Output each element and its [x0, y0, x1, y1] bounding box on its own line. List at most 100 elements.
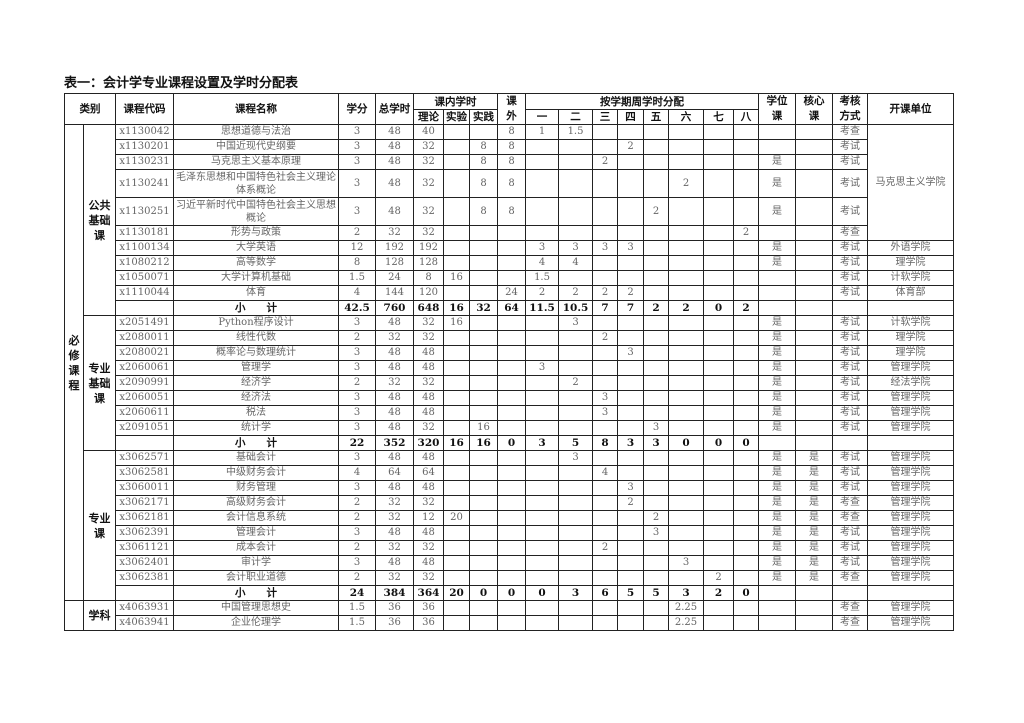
semester-6-hours: [668, 255, 705, 271]
lab-hours: [443, 420, 470, 436]
offering-unit: 理学院: [867, 330, 954, 346]
semester-8-hours: [733, 615, 760, 631]
exam-type: 考试: [832, 525, 869, 541]
degree-course: 是: [758, 540, 797, 556]
offering-unit: 管理学院: [867, 405, 954, 421]
semester-7-hours: [703, 240, 735, 256]
offering-unit: 马克思主义学院: [867, 124, 954, 241]
extra-hours: [497, 345, 527, 361]
semester-4-hours: [617, 315, 645, 331]
subtotal-row: 小 计 22 352 320 16 16 0 3 5 8 3 3 0 0 0: [65, 435, 954, 451]
semester-2-hours: [558, 480, 594, 496]
semester-1-hours: [525, 570, 560, 586]
theory-hours: 120: [413, 285, 444, 301]
semester-5-hours: [643, 555, 670, 571]
semester-5-hours: [643, 495, 670, 511]
semester-7-hours: [703, 330, 735, 346]
semester-2-hours: 3: [558, 240, 594, 256]
theory-hours: 32: [413, 169, 444, 198]
course-name: 形势与政策: [173, 225, 339, 241]
core-course: 是: [795, 540, 834, 556]
semester-8-hours: [733, 390, 760, 406]
exam-type: 考试: [832, 270, 869, 286]
category-group: 专业课: [83, 450, 116, 601]
course-name: 毛泽东思想和中国特色社会主义理论体系概论: [173, 169, 339, 198]
theory-hours: 48: [413, 390, 444, 406]
lab-hours: [443, 197, 470, 226]
practice-hours: [468, 285, 499, 301]
semester-2-hours: [558, 390, 594, 406]
degree-course: 是: [758, 495, 797, 511]
lab-hours: [443, 450, 470, 466]
degree-course: [758, 285, 797, 301]
semester-2-hours: [558, 540, 594, 556]
exam-type: 考试: [832, 405, 869, 421]
semester-2-hours: 2: [558, 375, 594, 391]
degree-course: 是: [758, 450, 797, 466]
lab-hours: 16: [443, 270, 470, 286]
semester-5-hours: 2: [643, 197, 670, 226]
semester-8-hours: [733, 169, 760, 198]
table-row: 专业基础课 x2051491 Python程序设计 3 48 32 16 3 是考试 计软学院: [65, 315, 954, 451]
semester-3-hours: [592, 255, 619, 271]
practice-hours: [468, 405, 499, 421]
semester-2-hours: [558, 600, 594, 616]
semester-7-hours: [703, 495, 735, 511]
semester-1-hours: 3: [525, 240, 560, 256]
exam-type: 考试: [832, 139, 869, 155]
course-name: 成本会计: [173, 540, 339, 556]
semester-6-hours: [668, 315, 705, 331]
semester-1-hours: [525, 139, 560, 155]
core-course: [795, 139, 834, 155]
semester-4-hours: [617, 225, 645, 241]
semester-8-hours: [733, 360, 760, 376]
degree-course: 是: [758, 480, 797, 496]
semester-5-hours: [643, 154, 670, 170]
course-name: 中国管理思想史: [173, 600, 339, 616]
semester-6-hours: [668, 450, 705, 466]
credit: 3: [338, 154, 376, 170]
extra-hours: 8: [497, 197, 527, 226]
exam-type: 考试: [832, 345, 869, 361]
theory-hours: 36: [413, 615, 444, 631]
semester-2-hours: [558, 405, 594, 421]
empty-cell: [795, 300, 834, 316]
subtotal-label: 小 计: [173, 585, 339, 601]
subtotal-total: 352: [375, 435, 414, 451]
course-name: 财务管理: [173, 480, 339, 496]
degree-course: 是: [758, 255, 797, 271]
course-code: x3062581: [115, 465, 174, 481]
theory-hours: 32: [413, 315, 444, 331]
header-semester-6: 六: [668, 109, 705, 125]
semester-7-hours: [703, 124, 735, 140]
header-unit: 开课单位: [867, 93, 954, 125]
semester-2-hours: 4: [558, 255, 594, 271]
course-code: x2051491: [115, 315, 174, 331]
degree-course: [758, 600, 797, 616]
semester-4-hours: [617, 124, 645, 140]
course-code: x3061121: [115, 540, 174, 556]
credit: 2: [338, 510, 376, 526]
extra-hours: 8: [497, 154, 527, 170]
semester-4-hours: [617, 450, 645, 466]
credit: 2: [338, 375, 376, 391]
empty-cell: [867, 585, 954, 601]
lab-hours: [443, 154, 470, 170]
semester-2-hours: [558, 139, 594, 155]
course-code: x2060061: [115, 360, 174, 376]
semester-6-hours: [668, 540, 705, 556]
subtotal-semester-8: 0: [733, 435, 760, 451]
course-name: 体育: [173, 285, 339, 301]
semester-7-hours: [703, 375, 735, 391]
semester-8-hours: [733, 450, 760, 466]
semester-7-hours: [703, 225, 735, 241]
exam-type: 考试: [832, 390, 869, 406]
semester-6-hours: [668, 390, 705, 406]
theory-hours: 48: [413, 480, 444, 496]
theory-hours: 32: [413, 139, 444, 155]
offering-unit: 管理学院: [867, 360, 954, 376]
semester-7-hours: [703, 154, 735, 170]
table-row: x2060061 管理学 3 48 48 3 是考试 管理学院: [65, 360, 954, 376]
semester-1-hours: [525, 510, 560, 526]
core-course: 是: [795, 525, 834, 541]
